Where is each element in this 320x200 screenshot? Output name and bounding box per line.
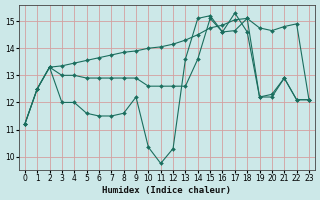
X-axis label: Humidex (Indice chaleur): Humidex (Indice chaleur)	[102, 186, 231, 195]
